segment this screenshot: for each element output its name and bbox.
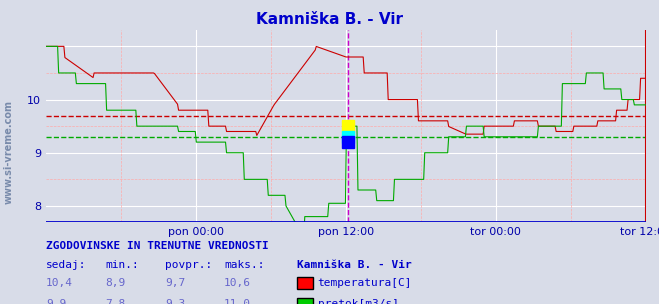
Text: 9,9: 9,9: [46, 299, 67, 304]
Text: 9,3: 9,3: [165, 299, 185, 304]
Text: min.:: min.:: [105, 260, 139, 270]
Text: 11,0: 11,0: [224, 299, 251, 304]
Text: 8,9: 8,9: [105, 278, 126, 288]
Text: 9,7: 9,7: [165, 278, 185, 288]
Text: povpr.:: povpr.:: [165, 260, 212, 270]
Text: sedaj:: sedaj:: [46, 260, 86, 270]
Text: Kamniška B. - Vir: Kamniška B. - Vir: [297, 260, 411, 270]
Text: 10,4: 10,4: [46, 278, 73, 288]
Text: Kamniška B. - Vir: Kamniška B. - Vir: [256, 12, 403, 27]
Text: maks.:: maks.:: [224, 260, 264, 270]
Text: 7,8: 7,8: [105, 299, 126, 304]
Text: temperatura[C]: temperatura[C]: [318, 278, 412, 288]
Text: www.si-vreme.com: www.si-vreme.com: [3, 100, 14, 204]
Text: 10,6: 10,6: [224, 278, 251, 288]
Text: ZGODOVINSKE IN TRENUTNE VREDNOSTI: ZGODOVINSKE IN TRENUTNE VREDNOSTI: [46, 241, 269, 251]
Text: pretok[m3/s]: pretok[m3/s]: [318, 299, 399, 304]
